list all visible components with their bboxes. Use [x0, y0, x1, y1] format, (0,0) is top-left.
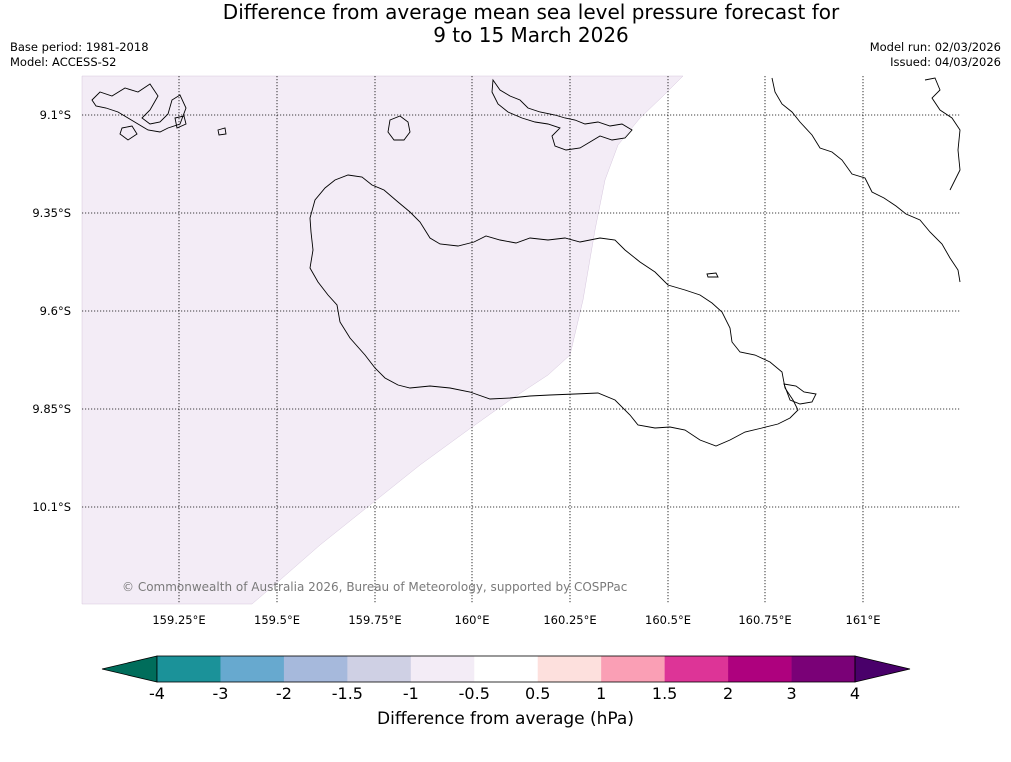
coastline-malaita-north	[924, 77, 961, 191]
lon-label-7: 161°E	[845, 613, 881, 627]
coastline-russell-islet-1	[119, 125, 138, 141]
lon-label-2: 159.75°E	[348, 613, 402, 627]
colorbar-tick-label: 3	[786, 684, 797, 703]
colorbar-outline	[156, 655, 856, 683]
coastline-guadalcanal	[309, 174, 799, 447]
colorbar-tick-label: 0.5	[524, 684, 551, 703]
colorbar-segment	[220, 656, 285, 682]
lat-label-3: 9.85°S	[32, 402, 71, 416]
colorbar-segment	[601, 656, 665, 682]
colorbar-segment	[157, 656, 221, 682]
lat-label-1: 9.35°S	[32, 206, 71, 220]
colorbar-tick-label: -3	[212, 684, 229, 703]
colorbar-segment	[664, 656, 729, 682]
coastline-russell-islands	[91, 83, 187, 133]
colorbar-tick-label: -4	[149, 684, 165, 703]
meta-right: Model run: 02/03/2026 Issued: 04/03/2026	[870, 40, 1001, 70]
coastline-malaita	[771, 77, 961, 283]
lon-label-5: 160.5°E	[645, 613, 691, 627]
coastline-savo	[387, 115, 411, 141]
meta-left: Base period: 1981-2018 Model: ACCESS-S2	[10, 40, 149, 70]
model-run: Model run: 02/03/2026	[869, 40, 1001, 54]
map-title: Difference from average mean sea level p…	[0, 1, 1011, 47]
lon-label-4: 160.25°E	[543, 613, 597, 627]
colorbar-segment	[347, 656, 412, 682]
colorbar-segment	[410, 656, 475, 682]
lat-label-4: 10.1°S	[32, 500, 71, 514]
lon-label-1: 159.5°E	[254, 613, 300, 627]
colorbar-tick-label: 1.5	[651, 684, 678, 703]
coastline-east-tip-islets	[783, 383, 817, 405]
colorbar-tick-label: 1	[596, 684, 607, 703]
colorbar-extend-low	[101, 655, 158, 683]
lon-label-3: 160°E	[454, 613, 490, 627]
colorbar-tick-label: 4	[849, 684, 861, 703]
colorbar-tick-label: 2	[722, 684, 734, 703]
title-line-1: Difference from average mean sea level p…	[222, 0, 840, 24]
base-period: Base period: 1981-2018	[10, 40, 149, 54]
coastline-russell-islet-2	[174, 115, 187, 129]
copyright-notice: © Commonwealth of Australia 2026, Bureau…	[122, 580, 628, 594]
lat-label-0: 9.1°S	[39, 108, 71, 122]
colorbar-tick-label: -1	[402, 684, 419, 703]
colorbar-segment	[537, 656, 602, 682]
longitude-gridlines	[178, 76, 864, 604]
coastline-russell-islet-3	[217, 127, 227, 136]
coastline-islet	[706, 272, 719, 278]
colorbar-label: Difference from average (hPa)	[377, 709, 634, 729]
colorbar-segment	[791, 656, 856, 682]
colorbar-extend-high	[854, 655, 911, 683]
colorbar-segment	[283, 656, 348, 682]
colorbar-tick-label: -1.5	[331, 684, 363, 703]
coastline-florida-islands	[491, 78, 633, 151]
colorbar-tick-label: -2	[275, 684, 292, 703]
lon-label-0: 159.25°E	[152, 613, 206, 627]
colorbar-tick-label: -0.5	[458, 684, 490, 703]
anomaly-region	[81, 75, 684, 605]
lat-label-2: 9.6°S	[39, 304, 71, 318]
colorbar-segment	[728, 656, 792, 682]
colorbar	[101, 655, 911, 683]
issued-date: Issued: 04/03/2026	[890, 55, 1001, 69]
lon-label-6: 160.75°E	[738, 613, 792, 627]
coastlines	[91, 77, 961, 447]
title-line-2: 9 to 15 March 2026	[433, 23, 629, 47]
colorbar-segment	[474, 656, 539, 682]
latitude-gridlines	[82, 114, 960, 508]
model-name: Model: ACCESS-S2	[10, 55, 117, 69]
